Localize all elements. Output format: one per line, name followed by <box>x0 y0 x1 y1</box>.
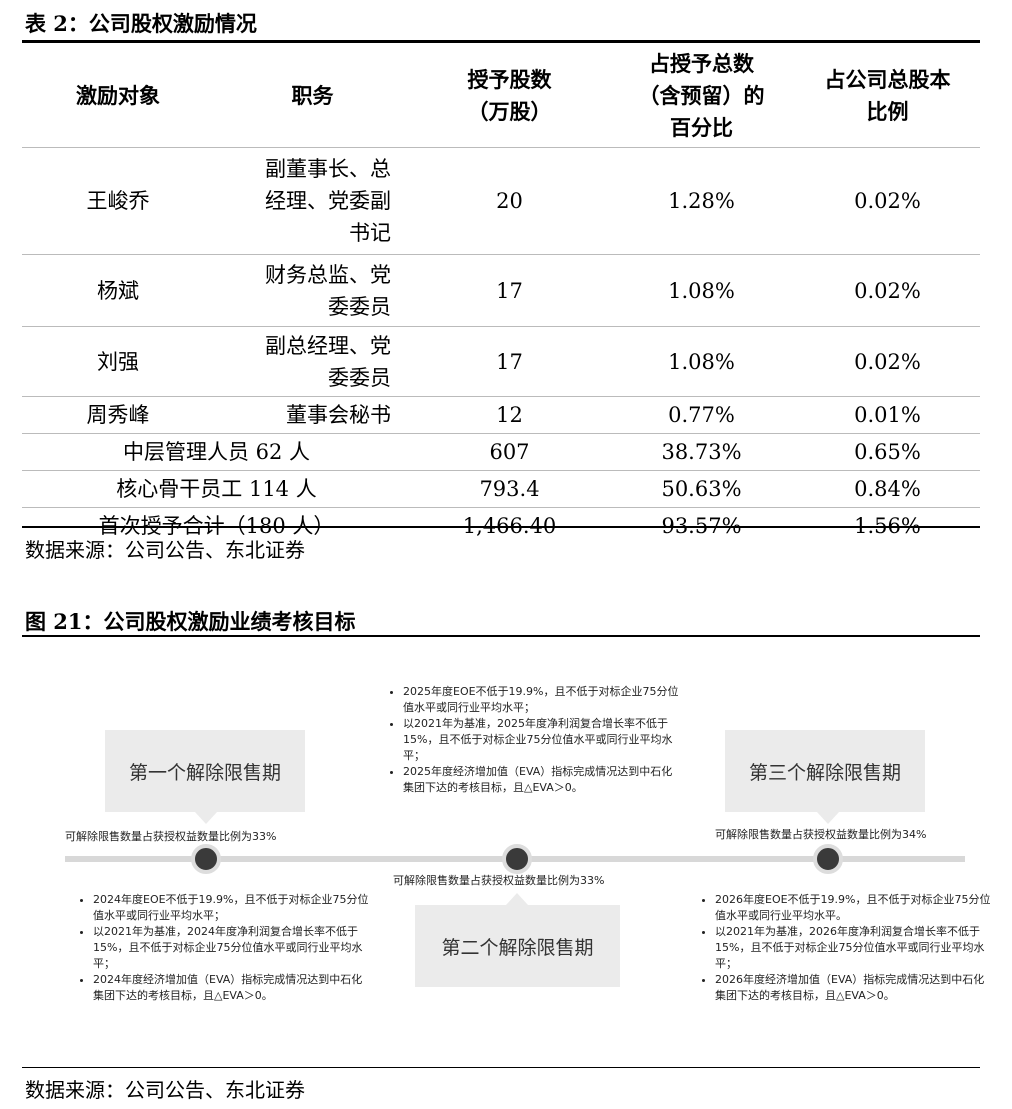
col-header: 激励对象 <box>76 82 160 108</box>
milestone-dot <box>813 844 843 874</box>
table-cell: 中层管理人员 62 人 <box>22 433 411 471</box>
table-cell: 1.08% <box>608 326 795 397</box>
table-cell: 周秀峰 <box>22 396 214 434</box>
table-row: 杨斌 财务总监、党 委委员 17 1.08% 0.02% <box>22 254 980 327</box>
table-cell: 0.84% <box>795 470 980 508</box>
table-cell: 1.28% <box>608 147 795 255</box>
table-cell: 刘强 <box>22 326 214 397</box>
divider <box>22 1067 980 1068</box>
table-cell: 首次授予合计（180 人） <box>22 507 411 544</box>
table-cell: 0.01% <box>795 396 980 434</box>
table-cell: 38.73% <box>608 433 795 471</box>
criterion: 以2021年为基准，2026年度净利润复合增长率不低于15%，且不低于对标企业7… <box>715 924 995 972</box>
table-cell: 核心骨干员工 114 人 <box>22 470 411 508</box>
milestone-dot <box>502 844 532 874</box>
table-row: 核心骨干员工 114 人 793.4 50.63% 0.84% <box>22 470 980 508</box>
phase-1-box: 第一个解除限售期 <box>105 730 305 812</box>
criterion: 2024年度经济增加值（EVA）指标完成情况达到中石化集团下达的考核目标，且△E… <box>93 972 373 1004</box>
table-cell: 20 <box>411 147 608 255</box>
pointer <box>195 812 217 824</box>
table-cell: 17 <box>411 254 608 327</box>
pointer <box>506 893 528 905</box>
table-cell: 17 <box>411 326 608 397</box>
table-cell: 0.02% <box>795 326 980 397</box>
table-source: 数据来源：公司公告、东北证券 <box>25 538 305 562</box>
timeline-diagram: 第一个解除限售期 第三个解除限售期 第二个解除限售期 可解除限售数量占获授权益数… <box>25 640 991 1060</box>
divider <box>22 635 980 637</box>
col-header: 职务 <box>291 82 334 108</box>
incentive-table: 激励对象 职务 授予股数 （万股） 占授予总数 （含预留）的 百分比 占公司总股… <box>22 44 980 544</box>
phase-3-criteria: 2026年度EOE不低于19.9%，且不低于对标企业75分位值水平或同行业平均水… <box>697 892 995 1004</box>
table-cell: 副总经理、党 委委员 <box>214 326 411 397</box>
table-cell: 12 <box>411 396 608 434</box>
criterion: 2026年度经济增加值（EVA）指标完成情况达到中石化集团下达的考核目标，且△E… <box>715 972 995 1004</box>
table-cell: 1.08% <box>608 254 795 327</box>
divider <box>22 526 980 528</box>
table-cell: 董事会秘书 <box>214 396 411 434</box>
milestone-dot <box>191 844 221 874</box>
table-title: 表 2：公司股权激励情况 <box>25 11 257 36</box>
phase-1-ratio: 可解除限售数量占获授权益数量比例为33% <box>65 830 277 843</box>
phase-2-box: 第二个解除限售期 <box>415 905 620 987</box>
criterion: 以2021年为基准，2024年度净利润复合增长率不低于15%，且不低于对标企业7… <box>93 924 373 972</box>
table-cell: 0.77% <box>608 396 795 434</box>
col-header: 授予股数 （万股） <box>467 66 552 124</box>
table-row: 中层管理人员 62 人 607 38.73% 0.65% <box>22 433 980 471</box>
col-header: 占公司总股本 比例 <box>824 66 951 124</box>
table-row: 王峻乔 副董事长、总 经理、党委副 书记 20 1.28% 0.02% <box>22 147 980 255</box>
table-row: 周秀峰 董事会秘书 12 0.77% 0.01% <box>22 396 980 434</box>
phase-1-criteria: 2024年度EOE不低于19.9%，且不低于对标企业75分位值水平或同行业平均水… <box>75 892 373 1004</box>
pointer <box>817 812 839 824</box>
phase-2-criteria: 2025年度EOE不低于19.9%，且不低于对标企业75分位值水平或同行业平均水… <box>385 684 683 796</box>
table-cell: 0.65% <box>795 433 980 471</box>
phase-3-box: 第三个解除限售期 <box>725 730 925 812</box>
table-cell: 副董事长、总 经理、党委副 书记 <box>214 147 411 255</box>
col-header: 占授予总数 （含预留）的 百分比 <box>638 50 765 140</box>
table-cell: 607 <box>411 433 608 471</box>
table-cell: 0.02% <box>795 147 980 255</box>
table-row: 刘强 副总经理、党 委委员 17 1.08% 0.02% <box>22 326 980 397</box>
figure-source: 数据来源：公司公告、东北证券 <box>25 1078 305 1102</box>
criterion: 以2021年为基准，2025年度净利润复合增长率不低于15%，且不低于对标企业7… <box>403 716 683 764</box>
table-cell: 0.02% <box>795 254 980 327</box>
divider <box>22 40 980 43</box>
figure-title: 图 21：公司股权激励业绩考核目标 <box>25 609 356 634</box>
criterion: 2026年度EOE不低于19.9%，且不低于对标企业75分位值水平或同行业平均水… <box>715 892 995 924</box>
table-cell: 50.63% <box>608 470 795 508</box>
table-cell: 财务总监、党 委委员 <box>214 254 411 327</box>
criterion: 2024年度EOE不低于19.9%，且不低于对标企业75分位值水平或同行业平均水… <box>93 892 373 924</box>
table-cell: 杨斌 <box>22 254 214 327</box>
criterion: 2025年度EOE不低于19.9%，且不低于对标企业75分位值水平或同行业平均水… <box>403 684 683 716</box>
table-cell: 王峻乔 <box>22 147 214 255</box>
phase-2-ratio: 可解除限售数量占获授权益数量比例为33% <box>393 874 605 887</box>
phase-3-ratio: 可解除限售数量占获授权益数量比例为34% <box>715 828 927 841</box>
criterion: 2025年度经济增加值（EVA）指标完成情况达到中石化集团下达的考核目标，且△E… <box>403 764 683 796</box>
table-cell: 793.4 <box>411 470 608 508</box>
